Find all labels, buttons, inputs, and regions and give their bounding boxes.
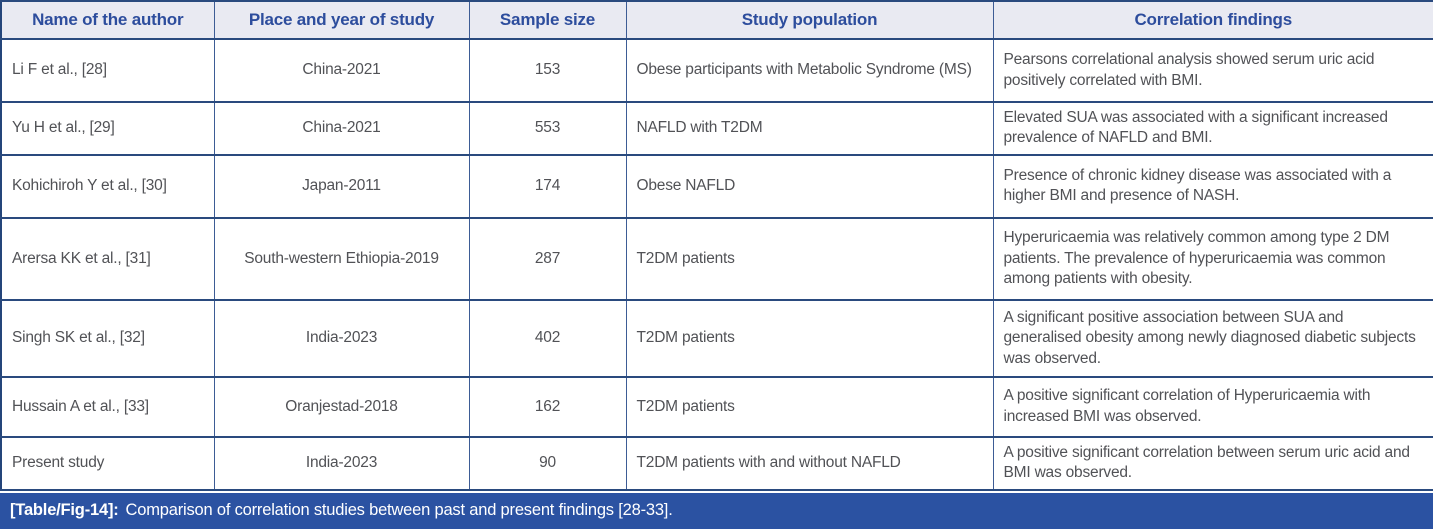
cell-population: T2DM patients [625,216,994,301]
cell-place: India-2023 [213,298,470,378]
caption-label: [Table/Fig-14]: [10,501,119,520]
cell-population: T2DM patients with and without NAFLD [625,435,994,491]
cell-place: South-western Ethiopia-2019 [213,216,470,301]
cell-place: China-2021 [213,38,470,103]
cell-findings: A positive significant correlation of Hy… [992,375,1433,438]
column-header-author: Name of the author [0,0,215,40]
table-row: Arersa KK et al., [31] South-western Ethi… [0,216,1433,301]
cell-place: Oranjestad-2018 [213,375,470,438]
cell-findings: Elevated SUA was associated with a signi… [992,101,1433,156]
table-body: Li F et al., [28] China-2021 153 Obese part… [0,38,1433,491]
table-row: Li F et al., [28] China-2021 153 Obese part… [0,38,1433,103]
cell-place: India-2023 [213,435,470,491]
table-row: Yu H et al., [29] China-2021 553 NAFLD with… [0,101,1433,156]
column-header-study-population: Study population [625,0,994,40]
cell-author: Singh SK et al., [32] [0,298,215,378]
column-header-place-year: Place and year of study [213,0,470,40]
header-row: Name of the author Place and year of stu… [0,0,1433,40]
cell-author: Present study [0,435,215,491]
cell-population: T2DM patients [625,298,994,378]
cell-sample: 287 [468,216,627,301]
cell-sample: 553 [468,101,627,156]
cell-sample: 174 [468,153,627,219]
cell-population: NAFLD with T2DM [625,101,994,156]
cell-population: Obese participants with Metabolic Syndro… [625,38,994,103]
cell-author: Hussain A et al., [33] [0,375,215,438]
cell-population: T2DM patients [625,375,994,438]
cell-place: Japan-2011 [213,153,470,219]
cell-author: Arersa KK et al., [31] [0,216,215,301]
comparison-table: Name of the author Place and year of stu… [0,0,1433,491]
cell-author: Yu H et al., [29] [0,101,215,156]
cell-author: Kohichiroh Y et al., [30] [0,153,215,219]
cell-place: China-2021 [213,101,470,156]
table-row: Kohichiroh Y et al., [30] Japan-2011 174 Ob… [0,153,1433,219]
table-caption: [Table/Fig-14]: Comparison of correlatio… [0,492,1433,529]
cell-findings: Hyperuricaemia was relatively common amo… [992,216,1433,301]
column-header-sample-size: Sample size [468,0,627,40]
table-row: Hussain A et al., [33] Oranjestad-2018 162… [0,375,1433,438]
cell-author: Li F et al., [28] [0,38,215,103]
table-row: Present study India-2023 90 T2DM patients w… [0,435,1433,491]
cell-findings: A positive significant correlation betwe… [992,435,1433,491]
cell-sample: 153 [468,38,627,103]
cell-findings: Presence of chronic kidney disease was a… [992,153,1433,219]
cell-sample: 402 [468,298,627,378]
cell-findings: Pearsons correlational analysis showed s… [992,38,1433,103]
cell-sample: 162 [468,375,627,438]
cell-population: Obese NAFLD [625,153,994,219]
column-header-correlation-findings: Correlation findings [992,0,1433,40]
table-header: Name of the author Place and year of stu… [0,0,1433,40]
caption-text: Comparison of correlation studies betwee… [125,501,673,520]
cell-sample: 90 [468,435,627,491]
table-row: Singh SK et al., [32] India-2023 402 T2DM p… [0,298,1433,378]
cell-findings: A significant positive association betwe… [992,298,1433,378]
